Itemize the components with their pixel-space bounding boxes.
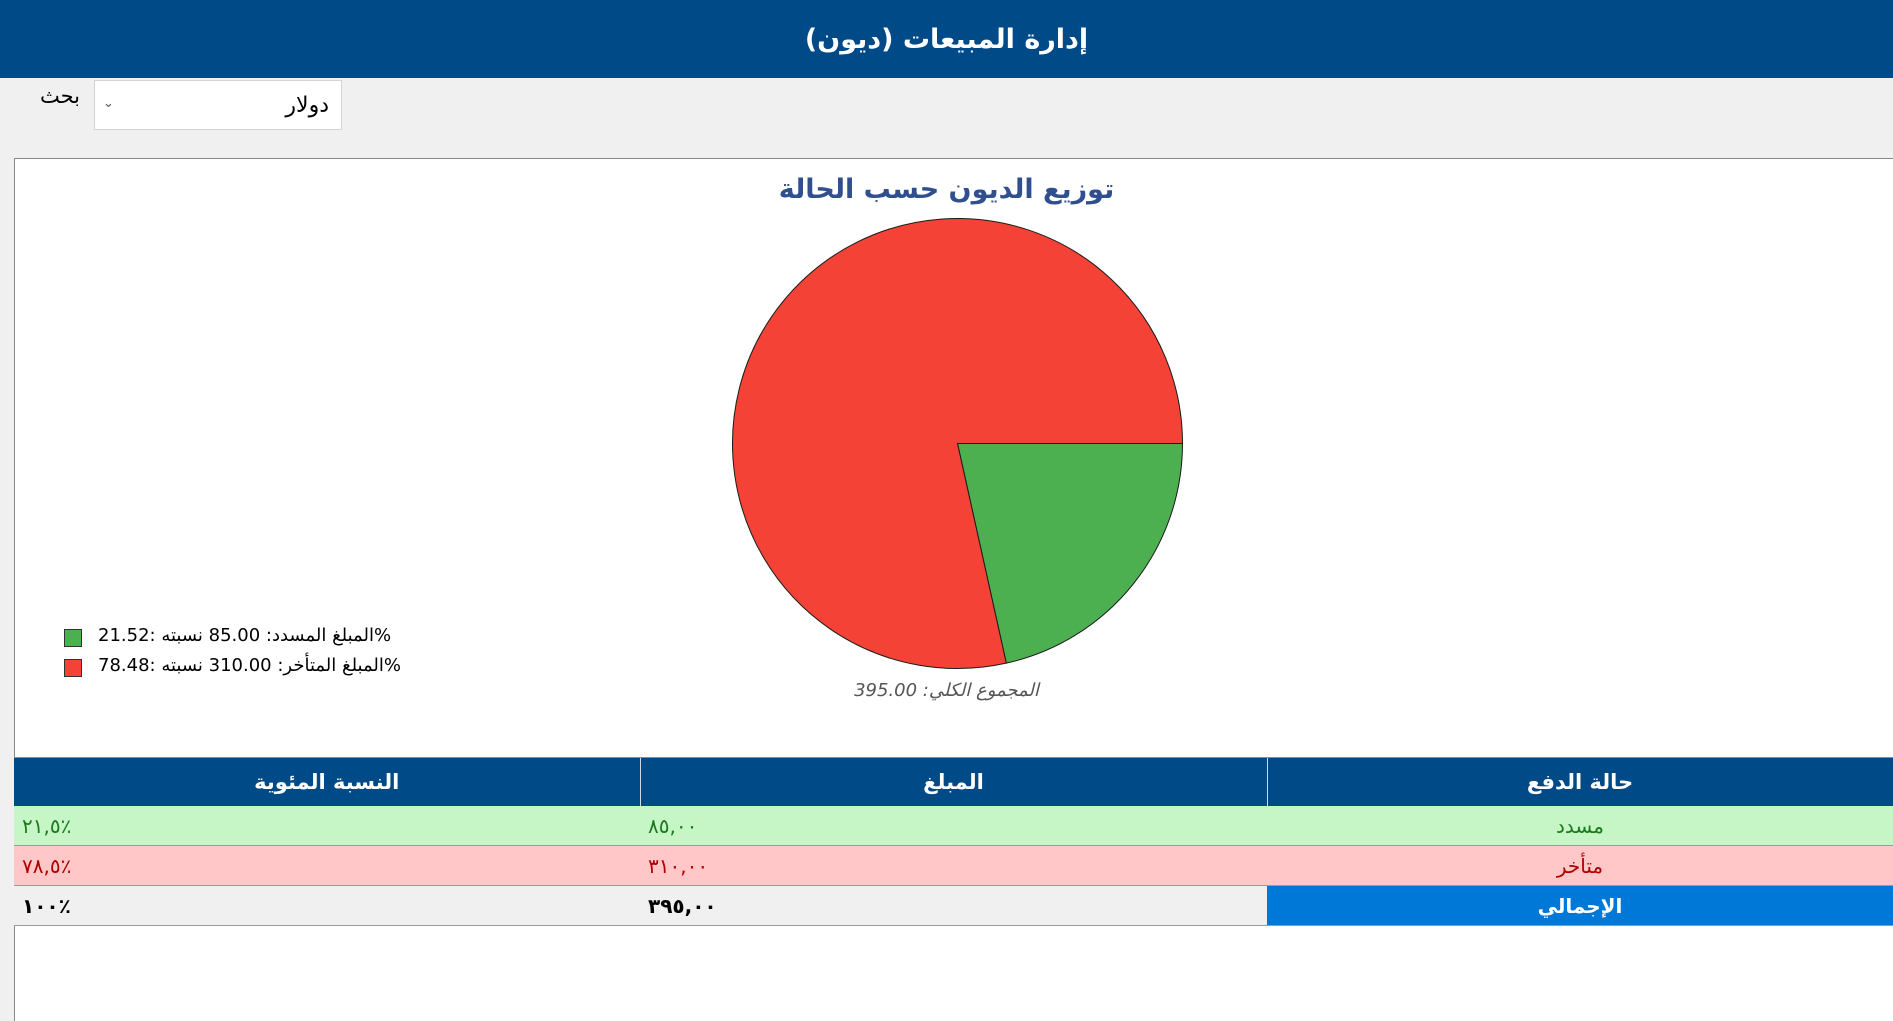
total-caption: المجموع الكلي: 395.00 (854, 680, 1039, 701)
table-total-row[interactable]: ١٠٠٪ ٣٩٥,٠٠ الإجمالي (14, 885, 1893, 926)
chart-legend: المبلغ المسدد: 85.00 نسبته :21.52% المبل… (64, 623, 404, 683)
pie-slice-overdue (732, 218, 1184, 669)
cell-amount: ٣١٠,٠٠ (640, 845, 1267, 886)
legend-swatch-overdue (64, 659, 82, 677)
legend-text-paid: المبلغ المسدد: 85.00 نسبته :21.52% (98, 625, 392, 646)
table-row[interactable]: ٧٨,٥٪ ٣١٠,٠٠ متأخر (14, 845, 1893, 886)
currency-dropdown[interactable]: ⌄ دولار (94, 80, 342, 130)
header-amount[interactable]: المبلغ (640, 758, 1268, 806)
header-percent[interactable]: النسبة المئوية (14, 758, 641, 806)
total-percent: ١٠٠٪ (14, 885, 640, 926)
chevron-down-icon: ⌄ (103, 96, 114, 111)
legend-item-paid: المبلغ المسدد: 85.00 نسبته :21.52% (64, 623, 404, 653)
window-title: إدارة المبيعات (ديون) (0, 0, 1893, 78)
cell-percent: ٧٨,٥٪ (14, 845, 640, 886)
cell-status: متأخر (1267, 845, 1893, 886)
total-label: الإجمالي (1267, 885, 1893, 926)
cell-amount: ٨٥,٠٠ (640, 806, 1267, 846)
pie-chart (732, 218, 1184, 669)
cell-status: مسدد (1267, 806, 1893, 846)
legend-text-overdue: المبلغ المتأخر: 310.00 نسبته :78.48% (98, 655, 401, 676)
header-status[interactable]: حالة الدفع (1267, 758, 1893, 806)
table-row[interactable]: ٢١,٥٪ ٨٥,٠٠ مسدد (14, 806, 1893, 846)
legend-swatch-paid (64, 629, 82, 647)
legend-item-overdue: المبلغ المتأخر: 310.00 نسبته :78.48% (64, 653, 404, 683)
total-amount: ٣٩٥,٠٠ (640, 885, 1267, 926)
cell-percent: ٢١,٥٪ (14, 806, 640, 846)
table-header-row: النسبة المئوية المبلغ حالة الدفع (14, 758, 1893, 806)
chart-title: توزيع الديون حسب الحالة (778, 174, 1115, 205)
currency-selected-value: دولار (285, 93, 329, 118)
debts-table: النسبة المئوية المبلغ حالة الدفع ٢١,٥٪ ٨… (14, 758, 1893, 926)
pie-slice-paid (956, 443, 1184, 664)
search-label: بحث (40, 84, 81, 108)
